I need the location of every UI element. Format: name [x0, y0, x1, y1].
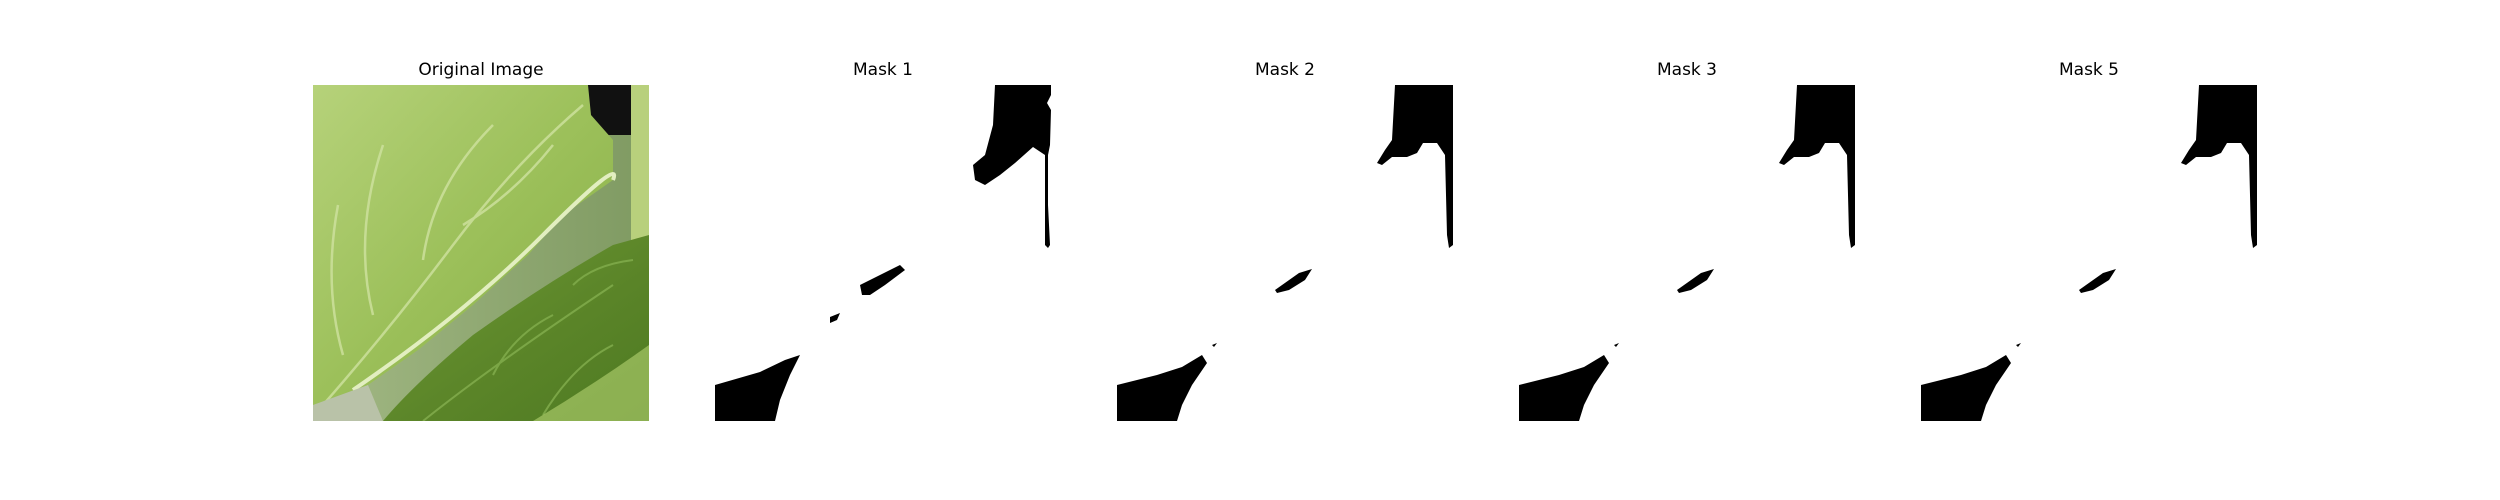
mask-2-image [1117, 85, 1453, 421]
mask-2-panel [1117, 85, 1453, 421]
mask-5-image [1921, 85, 2257, 421]
mask-3-panel [1519, 85, 1855, 421]
panel-title-original: Original Image [418, 60, 544, 80]
leaf-photo-image [313, 85, 649, 421]
panel-title-mask-2: Mask 2 [1254, 60, 1315, 80]
mask-5-panel [1921, 85, 2257, 421]
mask-1-panel [715, 85, 1051, 421]
panel-title-mask-3: Mask 3 [1656, 60, 1717, 80]
panel-title-mask-5: Mask 5 [2058, 60, 2119, 80]
mask-1-image [715, 85, 1051, 421]
panel-title-mask-1: Mask 1 [852, 60, 913, 80]
mask-3-image [1519, 85, 1855, 421]
original-image-panel [313, 85, 649, 421]
